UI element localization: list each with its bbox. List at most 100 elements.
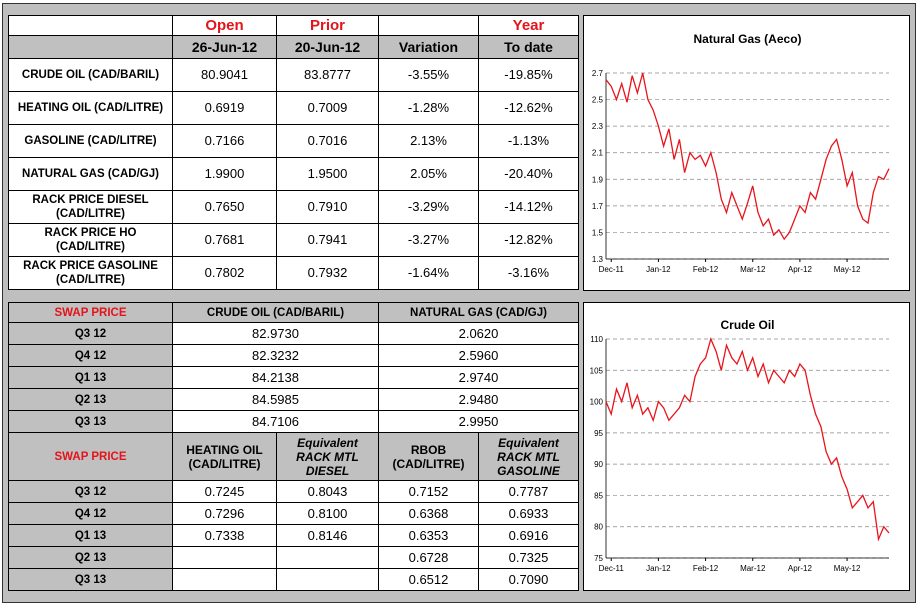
table-cell: 0.8043	[276, 480, 379, 503]
table-cell: 0.7802	[172, 256, 277, 290]
x-tick-label: Apr-12	[788, 265, 813, 274]
row-label: Q3 12	[8, 480, 173, 503]
y-tick-label: 110	[590, 335, 603, 344]
table-cell: -3.16%	[478, 256, 579, 290]
y-tick-label: 2.3	[592, 122, 604, 131]
y-tick-label: 1.9	[592, 175, 604, 184]
table-cell: 82.9730	[172, 322, 379, 345]
table-cell: 0.7681	[172, 223, 277, 257]
y-tick-label: 1.5	[592, 228, 604, 237]
x-tick-label: Apr-12	[788, 564, 813, 573]
column-top-header: Open	[172, 15, 277, 36]
table-cell: 0.7325	[478, 546, 579, 569]
table-cell: 0.7910	[276, 190, 379, 224]
column-top-header	[378, 15, 479, 36]
table-cell: 0.8146	[276, 524, 379, 547]
blank-header	[8, 15, 173, 36]
column-header: 26-Jun-12	[172, 35, 277, 59]
row-label: Q1 13	[8, 524, 173, 547]
y-tick-label: 2.5	[592, 96, 604, 105]
table-cell: -12.82%	[478, 223, 579, 257]
table-cell: 80.9041	[172, 58, 277, 92]
table-cell: -1.28%	[378, 91, 479, 125]
table-cell: 0.6728	[378, 546, 479, 569]
row-label: RACK PRICE DIESEL (CAD/LITRE)	[8, 190, 173, 224]
table-cell: 0.6353	[378, 524, 479, 547]
table-cell: 0.6512	[378, 568, 479, 591]
table-cell: 0.7650	[172, 190, 277, 224]
table-cell: 1.9500	[276, 157, 379, 191]
table-cell	[276, 568, 379, 591]
x-tick-label: Dec-11	[599, 265, 625, 274]
table-cell: 0.7016	[276, 124, 379, 158]
column-header: Equivalent RACK MTL DIESEL	[276, 432, 379, 481]
table-cell: 0.6919	[172, 91, 277, 125]
row-label: CRUDE OIL (CAD/BARIL)	[8, 58, 173, 92]
y-tick-label: 105	[590, 366, 604, 375]
row-label: GASOLINE (CAD/LITRE)	[8, 124, 173, 158]
column-top-header: Prior	[276, 15, 379, 36]
table-cell: 84.7106	[172, 410, 379, 433]
y-tick-label: 90	[594, 460, 603, 469]
table-cell: 1.9900	[172, 157, 277, 191]
table-cell: 0.6368	[378, 502, 479, 525]
row-label: RACK PRICE GASOLINE (CAD/LITRE)	[8, 256, 173, 290]
x-tick-label: Feb-12	[693, 265, 719, 274]
table-cell: 2.9950	[378, 410, 579, 433]
swap-title: SWAP PRICE	[8, 302, 173, 323]
table-cell: 2.9740	[378, 366, 579, 389]
column-header: To date	[478, 35, 579, 59]
table-cell: 0.7245	[172, 480, 277, 503]
table-cell: 0.7932	[276, 256, 379, 290]
table-cell: 0.6933	[478, 502, 579, 525]
row-label: RACK PRICE HO (CAD/LITRE)	[8, 223, 173, 257]
x-tick-label: Dec-11	[599, 564, 625, 573]
row-label: Q3 12	[8, 322, 173, 345]
blank-header	[8, 35, 173, 59]
column-header: Variation	[378, 35, 479, 59]
table-cell: 2.13%	[378, 124, 479, 158]
x-tick-label: Mar-12	[740, 564, 766, 573]
column-header: RBOB (CAD/LITRE)	[378, 432, 479, 481]
table-cell: 84.2138	[172, 366, 379, 389]
table-cell: -3.55%	[378, 58, 479, 92]
table-cell: 0.7090	[478, 568, 579, 591]
x-tick-label: Jan-12	[646, 265, 671, 274]
y-tick-label: 1.3	[592, 255, 604, 264]
table-cell: 84.5985	[172, 388, 379, 411]
x-tick-label: Mar-12	[740, 265, 766, 274]
table-cell: 0.7166	[172, 124, 277, 158]
table-cell	[172, 546, 277, 569]
swap-title: SWAP PRICE	[8, 432, 173, 481]
y-tick-label: 95	[594, 429, 603, 438]
column-header: NATURAL GAS (CAD/GJ)	[378, 302, 579, 323]
data-line	[605, 337, 890, 542]
chart-title: Natural Gas (Aeco)	[693, 32, 801, 46]
table-cell: 0.7009	[276, 91, 379, 125]
table-cell: 0.6916	[478, 524, 579, 547]
y-tick-label: 2.1	[592, 149, 604, 158]
x-tick-label: Jan-12	[646, 564, 671, 573]
x-tick-label: May-12	[834, 265, 861, 274]
table-cell: -1.64%	[378, 256, 479, 290]
table-cell: 2.05%	[378, 157, 479, 191]
table-cell: 0.7152	[378, 480, 479, 503]
column-header: CRUDE OIL (CAD/BARIL)	[172, 302, 379, 323]
table-cell: 0.7338	[172, 524, 277, 547]
table-cell: -1.13%	[478, 124, 579, 158]
row-label: Q2 13	[8, 546, 173, 569]
row-label: Q1 13	[8, 366, 173, 389]
table-cell: -3.29%	[378, 190, 479, 224]
table-cell: 82.3232	[172, 344, 379, 367]
table-cell: 0.7941	[276, 223, 379, 257]
x-tick-label: Feb-12	[693, 564, 719, 573]
chart: Natural Gas (Aeco) 1.3 1.5 1.7 1.9 2.1 2.3 2.5 2…	[583, 15, 910, 291]
column-header: 20-Jun-12	[276, 35, 379, 59]
table-cell: -12.62%	[478, 91, 579, 125]
table-cell: -3.27%	[378, 223, 479, 257]
table-cell: 2.5960	[378, 344, 579, 367]
y-tick-label: 85	[594, 491, 603, 500]
row-label: NATURAL GAS (CAD/GJ)	[8, 157, 173, 191]
column-header: HEATING OIL (CAD/LITRE)	[172, 432, 277, 481]
